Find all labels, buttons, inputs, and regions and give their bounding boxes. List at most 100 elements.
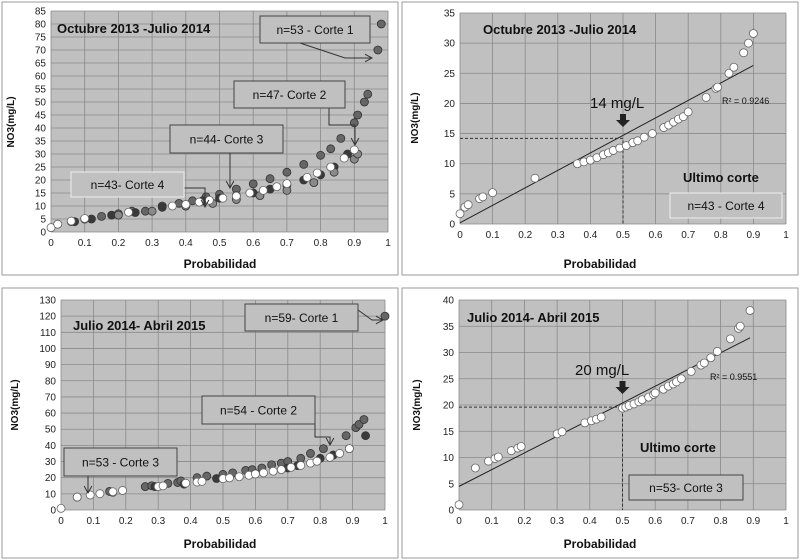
y-tick-label: 25 bbox=[35, 163, 47, 174]
data-point bbox=[647, 129, 657, 138]
data-point bbox=[726, 334, 735, 344]
x-tick-label: 0.5 bbox=[216, 516, 230, 527]
y-tick-label: 30 bbox=[45, 457, 57, 468]
data-point bbox=[197, 477, 207, 486]
data-point bbox=[729, 62, 739, 72]
x-tick-label: 0.2 bbox=[119, 516, 133, 527]
data-point bbox=[124, 207, 133, 217]
x-tick-label: 0.4 bbox=[184, 516, 198, 527]
data-point bbox=[516, 442, 526, 451]
chart-title: Octubre 2013 -Julio 2014 bbox=[57, 21, 211, 36]
data-point bbox=[360, 97, 369, 107]
data-point bbox=[147, 206, 157, 216]
data-point bbox=[265, 174, 275, 184]
y-tick-label: 60 bbox=[45, 409, 57, 420]
y-tick-label: 5 bbox=[449, 189, 455, 200]
data-point bbox=[258, 185, 268, 195]
callout-box bbox=[628, 474, 744, 501]
y-tick-label: 130 bbox=[39, 296, 56, 307]
x-tick-label: 0.1 bbox=[485, 516, 499, 527]
callout-label: n=53- Corte 3 bbox=[649, 481, 723, 495]
y-tick-label: 40 bbox=[35, 124, 47, 135]
data-point bbox=[713, 82, 722, 92]
y-tick-label: 5 bbox=[448, 479, 454, 490]
data-point bbox=[633, 136, 643, 146]
data-point bbox=[336, 133, 346, 143]
y-tick-label: 15 bbox=[35, 189, 47, 200]
arrowhead bbox=[225, 180, 235, 190]
data-point bbox=[66, 216, 76, 226]
x-tick-label: 1 bbox=[385, 238, 391, 249]
x-tick-label: 1 bbox=[783, 230, 789, 241]
data-point bbox=[259, 468, 268, 478]
median-guide-line bbox=[459, 406, 623, 510]
y-tick-label: 40 bbox=[45, 441, 57, 452]
y-tick-label: 20 bbox=[444, 99, 456, 110]
data-point bbox=[749, 29, 758, 38]
x-tick-label: 0 bbox=[48, 238, 54, 249]
x-tick-label: 1 bbox=[783, 516, 789, 527]
data-point bbox=[349, 118, 359, 128]
data-point bbox=[361, 431, 370, 441]
data-point bbox=[272, 182, 282, 192]
y-tick-label: 60 bbox=[35, 72, 47, 83]
data-point bbox=[683, 107, 693, 117]
data-point bbox=[744, 38, 753, 48]
data-point bbox=[299, 159, 309, 169]
callout-box bbox=[669, 192, 783, 219]
y-tick-label: 0 bbox=[40, 228, 46, 239]
chart-panel-1: 0 0.1 0.2 0.3 0.4 0.5 0.6 0.7 0.8 0.9 105101520253… bbox=[1, 1, 399, 276]
y-tick-label: 10 bbox=[45, 489, 57, 500]
data-point bbox=[286, 462, 296, 472]
x-tick-label: 0.1 bbox=[486, 230, 500, 241]
callout-label: n=54 - Corte 2 bbox=[220, 404, 297, 418]
callout-arrow bbox=[328, 108, 356, 145]
callout-arrow bbox=[184, 187, 206, 207]
y-axis-label: NO3(mg/L) bbox=[412, 379, 423, 430]
data-point bbox=[493, 452, 503, 462]
data-point bbox=[80, 214, 90, 223]
y-tick-label: 0 bbox=[449, 220, 455, 231]
data-point bbox=[306, 449, 315, 458]
x-tick-label: 0.6 bbox=[246, 238, 260, 249]
data-point bbox=[478, 192, 488, 202]
y-tick-label: 35 bbox=[35, 137, 47, 148]
x-axis-label: Probabilidad bbox=[564, 257, 637, 271]
callout-label: n=43 - Corte 4 bbox=[687, 199, 764, 213]
data-point bbox=[344, 444, 354, 454]
x-tick-label: 0 bbox=[457, 230, 463, 241]
series-4 bbox=[46, 145, 359, 232]
data-point bbox=[373, 45, 383, 55]
median-guide-line bbox=[460, 137, 624, 224]
y-tick-label: 120 bbox=[39, 312, 56, 323]
data-point bbox=[488, 188, 498, 198]
chart-title: Julio 2014- Abril 2015 bbox=[73, 318, 205, 333]
x-tick-label: 0.6 bbox=[649, 230, 663, 241]
arrowhead bbox=[325, 437, 335, 447]
x-tick-label: 0.2 bbox=[518, 230, 532, 241]
data-point bbox=[706, 353, 716, 363]
data-point bbox=[363, 89, 373, 99]
y-tick-label: 80 bbox=[45, 376, 57, 387]
data-point bbox=[245, 188, 255, 198]
data-point bbox=[225, 473, 234, 483]
callout-box bbox=[63, 447, 178, 477]
data-point bbox=[326, 144, 336, 154]
arrowhead bbox=[83, 485, 93, 495]
y-tick-label: 50 bbox=[45, 425, 57, 436]
x-tick-label: 0.2 bbox=[111, 238, 125, 249]
data-point bbox=[181, 200, 191, 209]
x-tick-label: 0.6 bbox=[248, 516, 262, 527]
data-point bbox=[312, 456, 322, 466]
data-point bbox=[735, 321, 745, 331]
data-point bbox=[335, 449, 345, 458]
data-point bbox=[470, 463, 480, 473]
data-point bbox=[455, 209, 465, 219]
data-point bbox=[325, 452, 335, 462]
x-tick-label: 0.5 bbox=[616, 230, 630, 241]
data-point bbox=[596, 412, 606, 422]
data-point bbox=[167, 201, 177, 211]
chart-panel-3: 0 0.1 0.2 0.3 0.4 0.5 0.6 0.7 0.8 0.9 101020304050… bbox=[1, 287, 399, 559]
trendline bbox=[459, 65, 754, 224]
